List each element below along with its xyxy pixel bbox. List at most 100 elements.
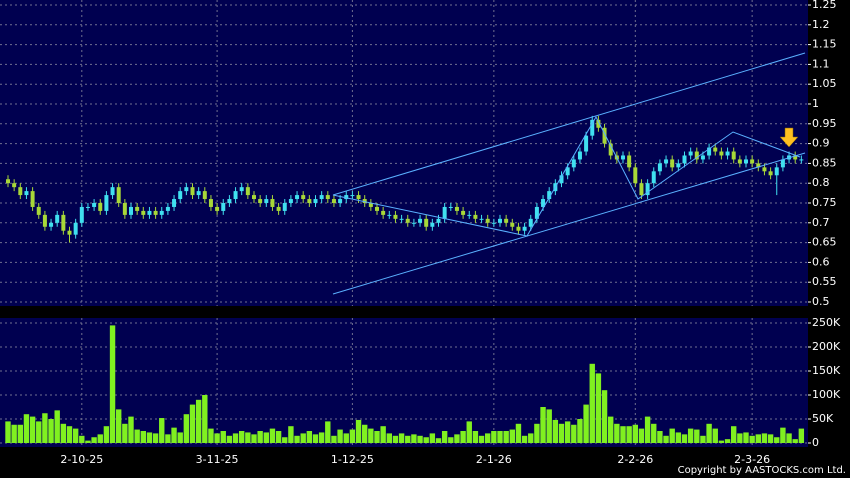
candle-body [239, 187, 244, 192]
y-tick-label: 0.6 [812, 255, 830, 268]
volume-bar [306, 431, 313, 443]
y-tick-label: 1 [812, 97, 819, 110]
volume-bar [97, 434, 103, 443]
volume-bar [146, 432, 153, 443]
volume-bar [608, 416, 614, 443]
y-tick-label: 0.65 [812, 236, 837, 249]
candle-body [633, 167, 638, 184]
candle-body [405, 218, 410, 223]
y-tick-label: 1.15 [812, 38, 837, 51]
candle-body [534, 206, 539, 219]
candle-body [301, 195, 306, 200]
copyright: Copyright by AASTOCKS.com Ltd. [678, 465, 846, 476]
zigzag [332, 115, 801, 237]
candle-body [245, 187, 250, 196]
volume-bar [694, 429, 700, 443]
candle-body [116, 187, 121, 203]
volume-bar [165, 434, 171, 443]
candle-body [762, 167, 767, 172]
candle-body [424, 218, 429, 227]
volume-bar [140, 431, 146, 443]
candle-body [467, 214, 472, 216]
y-tick-label: 0.85 [812, 156, 837, 169]
candle-body [713, 147, 718, 152]
x-tick-label: 1-12-25 [331, 453, 374, 466]
candle-body [602, 127, 607, 144]
volume-bar [152, 433, 159, 443]
candle-body [55, 214, 60, 223]
candle-body [670, 159, 675, 168]
candle-body [313, 199, 318, 203]
candle-body [399, 218, 404, 220]
candle-body [448, 206, 453, 208]
volume-bar [669, 428, 675, 443]
candle-body [682, 155, 687, 164]
x-tick-label: 2-1-26 [476, 453, 512, 466]
candle-body [774, 167, 779, 176]
volume-bar [220, 431, 226, 443]
volume-bar [189, 404, 196, 443]
candle-body [165, 206, 170, 211]
candle-body [393, 214, 398, 219]
volume-bar [171, 427, 177, 443]
candle-body [590, 119, 595, 136]
candle-body [368, 203, 373, 207]
volume-bar [362, 424, 368, 443]
x-tick-label: 2-10-25 [60, 453, 103, 466]
candle-body [565, 167, 570, 176]
volume-bar [159, 418, 165, 443]
candle-body [12, 183, 17, 188]
candle-body [184, 187, 189, 192]
candle-body [608, 143, 613, 156]
volume-bar [798, 428, 805, 443]
channel-lower [332, 152, 806, 295]
volume-bar [435, 438, 442, 443]
volume-bar [534, 423, 540, 443]
volume-bar [540, 407, 546, 443]
candle-body [676, 163, 681, 168]
volume-bar [755, 434, 761, 443]
candle-body [522, 226, 527, 231]
volume-bar [546, 409, 552, 443]
volume-bar [72, 428, 79, 443]
candle-body [442, 206, 447, 219]
volume-bar [429, 433, 436, 443]
candle-body [750, 159, 755, 164]
volume-bar [558, 423, 565, 443]
volume-bar [454, 434, 460, 443]
volume-bar [239, 431, 245, 443]
volume-bar [300, 433, 306, 443]
volume-bar [392, 435, 399, 443]
volume-bar [700, 435, 706, 443]
candle-body [221, 203, 226, 211]
volume-bar [503, 431, 509, 443]
volume-bar [485, 433, 491, 443]
volume-bar [208, 428, 214, 443]
candle-body [375, 206, 379, 211]
volume-bar [17, 424, 23, 443]
candle-body [147, 210, 152, 215]
volume-bar [743, 432, 749, 443]
candle-body [42, 214, 47, 227]
volume-bar [109, 325, 116, 443]
volume-bar [214, 433, 220, 443]
candle-body [49, 222, 54, 227]
volume-bar [331, 435, 337, 443]
volume-bar [595, 373, 602, 443]
candle-body [584, 135, 589, 152]
volume-bar [626, 426, 632, 443]
candle-body [725, 151, 730, 156]
candle-body [411, 222, 416, 224]
y-tick-label: 0.95 [812, 117, 837, 130]
volume-bar [466, 421, 472, 443]
candle-body [288, 199, 293, 203]
volume-bar [411, 434, 417, 443]
candle-body [190, 187, 195, 196]
volume-bar [257, 431, 263, 443]
volume-bar [282, 437, 288, 443]
y-tick-label: 150K [812, 364, 841, 377]
volume-bar [288, 426, 294, 443]
volume-bar [774, 437, 780, 443]
y-tick-label: 200K [812, 340, 841, 353]
volume-bar [417, 435, 423, 443]
